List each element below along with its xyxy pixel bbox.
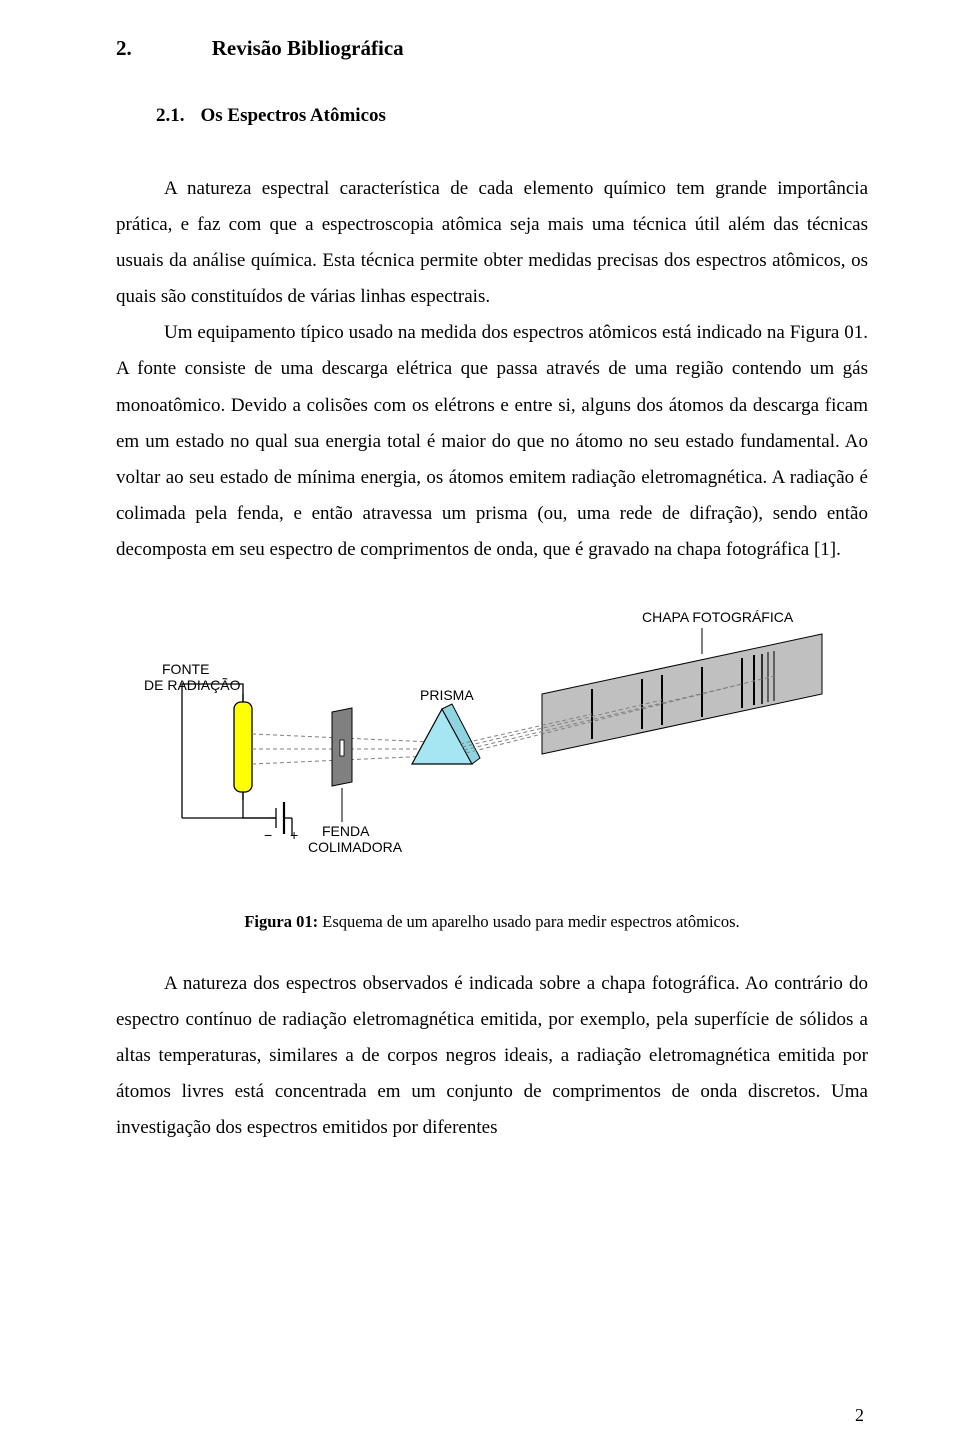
slit-label-2: COLIMADORA [308,839,403,855]
minus-label: − [264,827,272,843]
source-label-1: FONTE [162,661,209,677]
slit-label-1: FENDA [322,823,370,839]
paragraph: A natureza espectral característica de c… [116,171,868,315]
plus-label: + [290,827,298,843]
caption-text: Esquema de um aparelho usado para medir … [318,912,740,931]
prism [412,704,480,764]
page-number: 2 [855,1405,864,1426]
plate-label: CHAPA FOTOGRÁFICA [642,609,794,625]
source-label-2: DE RADIAÇÃO [144,677,241,693]
figure-caption: Figura 01: Esquema de um aparelho usado … [116,912,868,932]
collimating-slit [332,708,352,786]
radiation-source [234,694,252,800]
subsection-heading: 2.1. Os Espectros Atômicos [156,105,868,127]
section-heading: 2. Revisão Bibliográfica [116,36,868,61]
photographic-plate [542,634,822,754]
prism-label: PRISMA [420,687,474,703]
spectroscope-diagram: CHAPA FOTOGRÁFICA FONTE DE RADIAÇÃO [142,604,842,884]
figure-diagram: CHAPA FOTOGRÁFICA FONTE DE RADIAÇÃO [116,604,868,884]
paragraph: A natureza dos espectros observados é in… [116,966,868,1146]
section-title: Revisão Bibliográfica [212,36,404,61]
caption-lead: Figura 01: [244,912,318,931]
subsection-number: 2.1. [156,105,185,127]
paragraph: Um equipamento típico usado na medida do… [116,315,868,568]
section-number: 2. [116,36,132,61]
subsection-title: Os Espectros Atômicos [201,105,386,127]
